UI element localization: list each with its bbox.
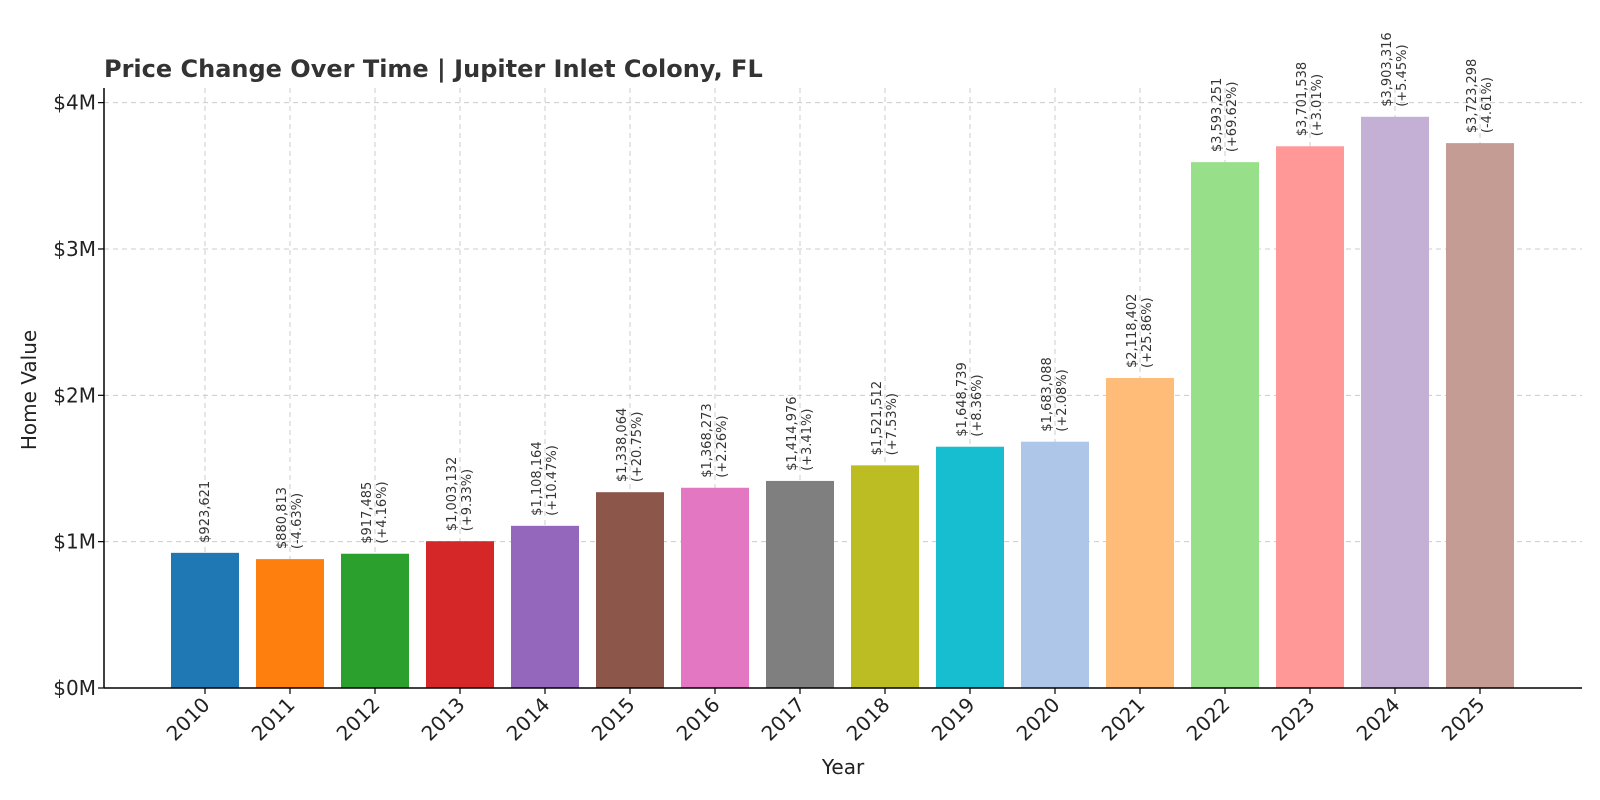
- bar-value-label: $1,683,088: [1040, 357, 1055, 431]
- bar-2016: [681, 487, 749, 688]
- bar-value-label: $880,813: [275, 487, 290, 549]
- x-tick-label: 2019: [927, 693, 980, 746]
- bar-2010: [171, 552, 239, 688]
- bar-change-label: (+8.36%): [970, 374, 985, 436]
- bar-value-label: $923,621: [198, 481, 213, 543]
- bars: [171, 116, 1514, 689]
- x-tick-label: 2023: [1267, 693, 1320, 746]
- bar-change-label: (-4.61%): [1480, 77, 1495, 133]
- x-tick-label: 2017: [757, 693, 810, 746]
- x-tick-label: 2020: [1012, 693, 1065, 746]
- bar-2021: [1106, 377, 1174, 688]
- bar-change-label: (+25.86%): [1140, 297, 1155, 368]
- bar-2023: [1276, 146, 1344, 688]
- bar-2020: [1021, 441, 1089, 688]
- bar-label-2021: $2,118,402 (+25.86%): [1125, 294, 1155, 368]
- bar-change-label: (-4.63%): [290, 493, 305, 549]
- bar-change-label: (+2.08%): [1055, 369, 1070, 431]
- grid: [104, 88, 1582, 688]
- bar-2018: [851, 465, 919, 688]
- bar-label-2015: $1,338,064 (+20.75%): [615, 408, 645, 482]
- bar-2012: [341, 553, 409, 688]
- y-tick-label: $2M: [53, 383, 96, 407]
- x-tick-label: 2024: [1352, 693, 1405, 746]
- bar-2017: [766, 480, 834, 688]
- bar-2014: [511, 525, 579, 688]
- bar-label-2010: $923,621: [198, 481, 213, 543]
- chart-title: Price Change Over Time | Jupiter Inlet C…: [104, 55, 763, 83]
- bar-label-2011: $880,813 (-4.63%): [275, 487, 305, 549]
- bar-2015: [596, 492, 664, 688]
- x-tick-label: 2014: [502, 693, 555, 746]
- bar-change-label: (+9.33%): [460, 469, 475, 531]
- bar-value-label: $1,414,976: [785, 396, 800, 470]
- bar-change-label: (+10.47%): [545, 445, 560, 516]
- bar-value-label: $3,593,251: [1210, 78, 1225, 152]
- y-axis-ticks: $0M $1M $2M $3M $4M: [53, 91, 104, 700]
- x-tick-label: 2021: [1097, 693, 1150, 746]
- y-tick-label: $0M: [53, 676, 96, 700]
- bar-labels: $923,621 $880,813 (-4.63%) $917,485 (+4.16%)…: [198, 32, 1495, 549]
- bar-label-2017: $1,414,976 (+3.41%): [785, 396, 815, 470]
- bar-2025: [1446, 143, 1514, 688]
- x-tick-label: 2016: [672, 693, 725, 746]
- bar-change-label: (+3.41%): [800, 409, 815, 471]
- x-tick-label: 2010: [162, 693, 215, 746]
- bar-value-label: $1,108,164: [530, 441, 545, 515]
- bar-label-2018: $1,521,512 (+7.53%): [870, 381, 900, 455]
- x-axis-ticks: 2010 2011 2012 2013 2014 2015 2016 2017 2018 2019…: [162, 688, 1490, 746]
- bar-change-label: (+69.62%): [1225, 82, 1240, 153]
- y-axis-label: Home Value: [17, 330, 41, 450]
- axes: [103, 88, 1582, 689]
- x-tick-label: 2018: [842, 693, 895, 746]
- bar-value-label: $3,723,298: [1465, 59, 1480, 133]
- bar-label-2019: $1,648,739 (+8.36%): [955, 362, 985, 436]
- bar-value-label: $1,003,132: [445, 457, 460, 531]
- bar-label-2023: $3,701,538 (+3.01%): [1295, 62, 1325, 136]
- bar-value-label: $3,701,538: [1295, 62, 1310, 136]
- bar-value-label: $2,118,402: [1125, 294, 1140, 368]
- bar-label-2024: $3,903,316 (+5.45%): [1380, 32, 1410, 106]
- x-tick-label: 2012: [332, 693, 385, 746]
- bar-label-2025: $3,723,298 (-4.61%): [1465, 59, 1495, 133]
- bar-label-2012: $917,485 (+4.16%): [360, 481, 390, 543]
- bar-change-label: (+20.75%): [630, 412, 645, 483]
- x-tick-label: 2011: [247, 693, 300, 746]
- bar-value-label: $1,338,064: [615, 408, 630, 482]
- bar-2013: [426, 541, 494, 688]
- y-tick-label: $1M: [53, 530, 96, 554]
- bar-2022: [1191, 162, 1259, 688]
- x-tick-label: 2025: [1437, 693, 1490, 746]
- bar-value-label: $917,485: [360, 482, 375, 544]
- bar-label-2016: $1,368,273 (+2.26%): [700, 403, 730, 477]
- bar-value-label: $1,521,512: [870, 381, 885, 455]
- bar-label-2014: $1,108,164 (+10.47%): [530, 441, 560, 515]
- bar-change-label: (+3.01%): [1310, 74, 1325, 136]
- bar-2024: [1361, 116, 1429, 689]
- bar-change-label: (+4.16%): [375, 481, 390, 543]
- bar-change-label: (+2.26%): [715, 415, 730, 477]
- x-tick-label: 2015: [587, 693, 640, 746]
- bar-label-2020: $1,683,088 (+2.08%): [1040, 357, 1070, 431]
- bar-change-label: (+7.53%): [885, 393, 900, 455]
- bar-2019: [936, 446, 1004, 688]
- bar-value-label: $3,903,316: [1380, 32, 1395, 106]
- bar-label-2022: $3,593,251 (+69.62%): [1210, 78, 1240, 152]
- bar-label-2013: $1,003,132 (+9.33%): [445, 457, 475, 531]
- y-tick-label: $3M: [53, 237, 96, 261]
- bar-value-label: $1,368,273: [700, 403, 715, 477]
- x-tick-label: 2013: [417, 693, 470, 746]
- bar-value-label: $1,648,739: [955, 362, 970, 436]
- bar-2011: [256, 559, 324, 688]
- x-tick-label: 2022: [1182, 693, 1235, 746]
- y-tick-label: $4M: [53, 91, 96, 115]
- x-axis-label: Year: [821, 755, 865, 779]
- bar-change-label: (+5.45%): [1395, 44, 1410, 106]
